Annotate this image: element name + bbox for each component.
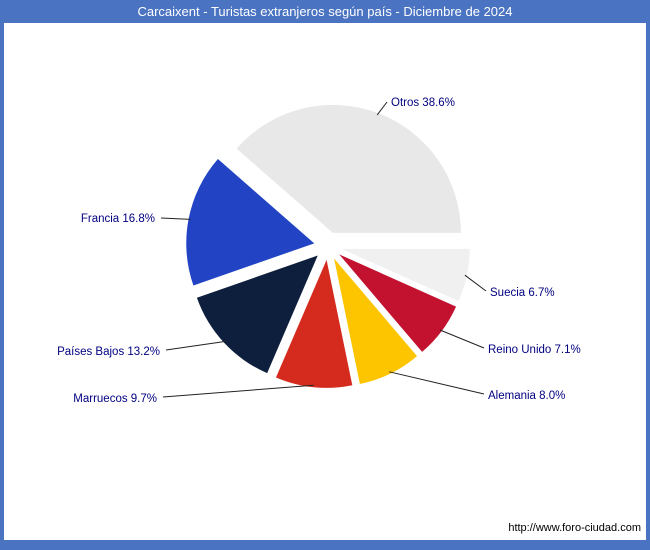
leader-line-francia xyxy=(160,217,191,220)
pie-slice-francia xyxy=(186,159,315,286)
slice-label-otros: Otros 38.6% xyxy=(391,97,455,109)
chart-title: Carcaixent - Turistas extranjeros según … xyxy=(137,4,513,19)
title-bar: Carcaixent - Turistas extranjeros según … xyxy=(0,0,650,23)
footer-url[interactable]: http://www.foro-ciudad.com xyxy=(508,522,641,534)
pie-slice-alemania xyxy=(334,258,418,384)
slice-label-suecia: Suecia 6.7% xyxy=(490,287,555,299)
pie-slice-otros xyxy=(236,104,461,233)
pie-slice-marruecos xyxy=(275,259,353,388)
slice-label-reino-unido: Reino Unido 7.1% xyxy=(488,344,581,356)
pie-slice-suecia xyxy=(341,248,470,302)
leader-line-alemania xyxy=(389,371,485,395)
frame-border-bottom xyxy=(0,540,650,550)
leader-line-paises-bajos xyxy=(165,340,226,351)
leader-line-suecia xyxy=(464,274,487,292)
slice-label-francia: Francia 16.8% xyxy=(81,213,155,225)
leader-line-otros xyxy=(376,101,388,116)
leader-line-marruecos xyxy=(162,384,314,398)
slice-label-marruecos: Marruecos 9.7% xyxy=(73,393,157,405)
slice-label-paises-bajos: Países Bajos 13.2% xyxy=(57,346,160,358)
pie-slice-paises-bajos xyxy=(196,255,318,374)
frame-border-right xyxy=(646,0,650,550)
leader-line-reino-unido xyxy=(439,329,485,349)
frame-border-left xyxy=(0,0,4,550)
pie-slice-reino-unido xyxy=(339,254,457,352)
slice-label-alemania: Alemania 8.0% xyxy=(488,390,565,402)
